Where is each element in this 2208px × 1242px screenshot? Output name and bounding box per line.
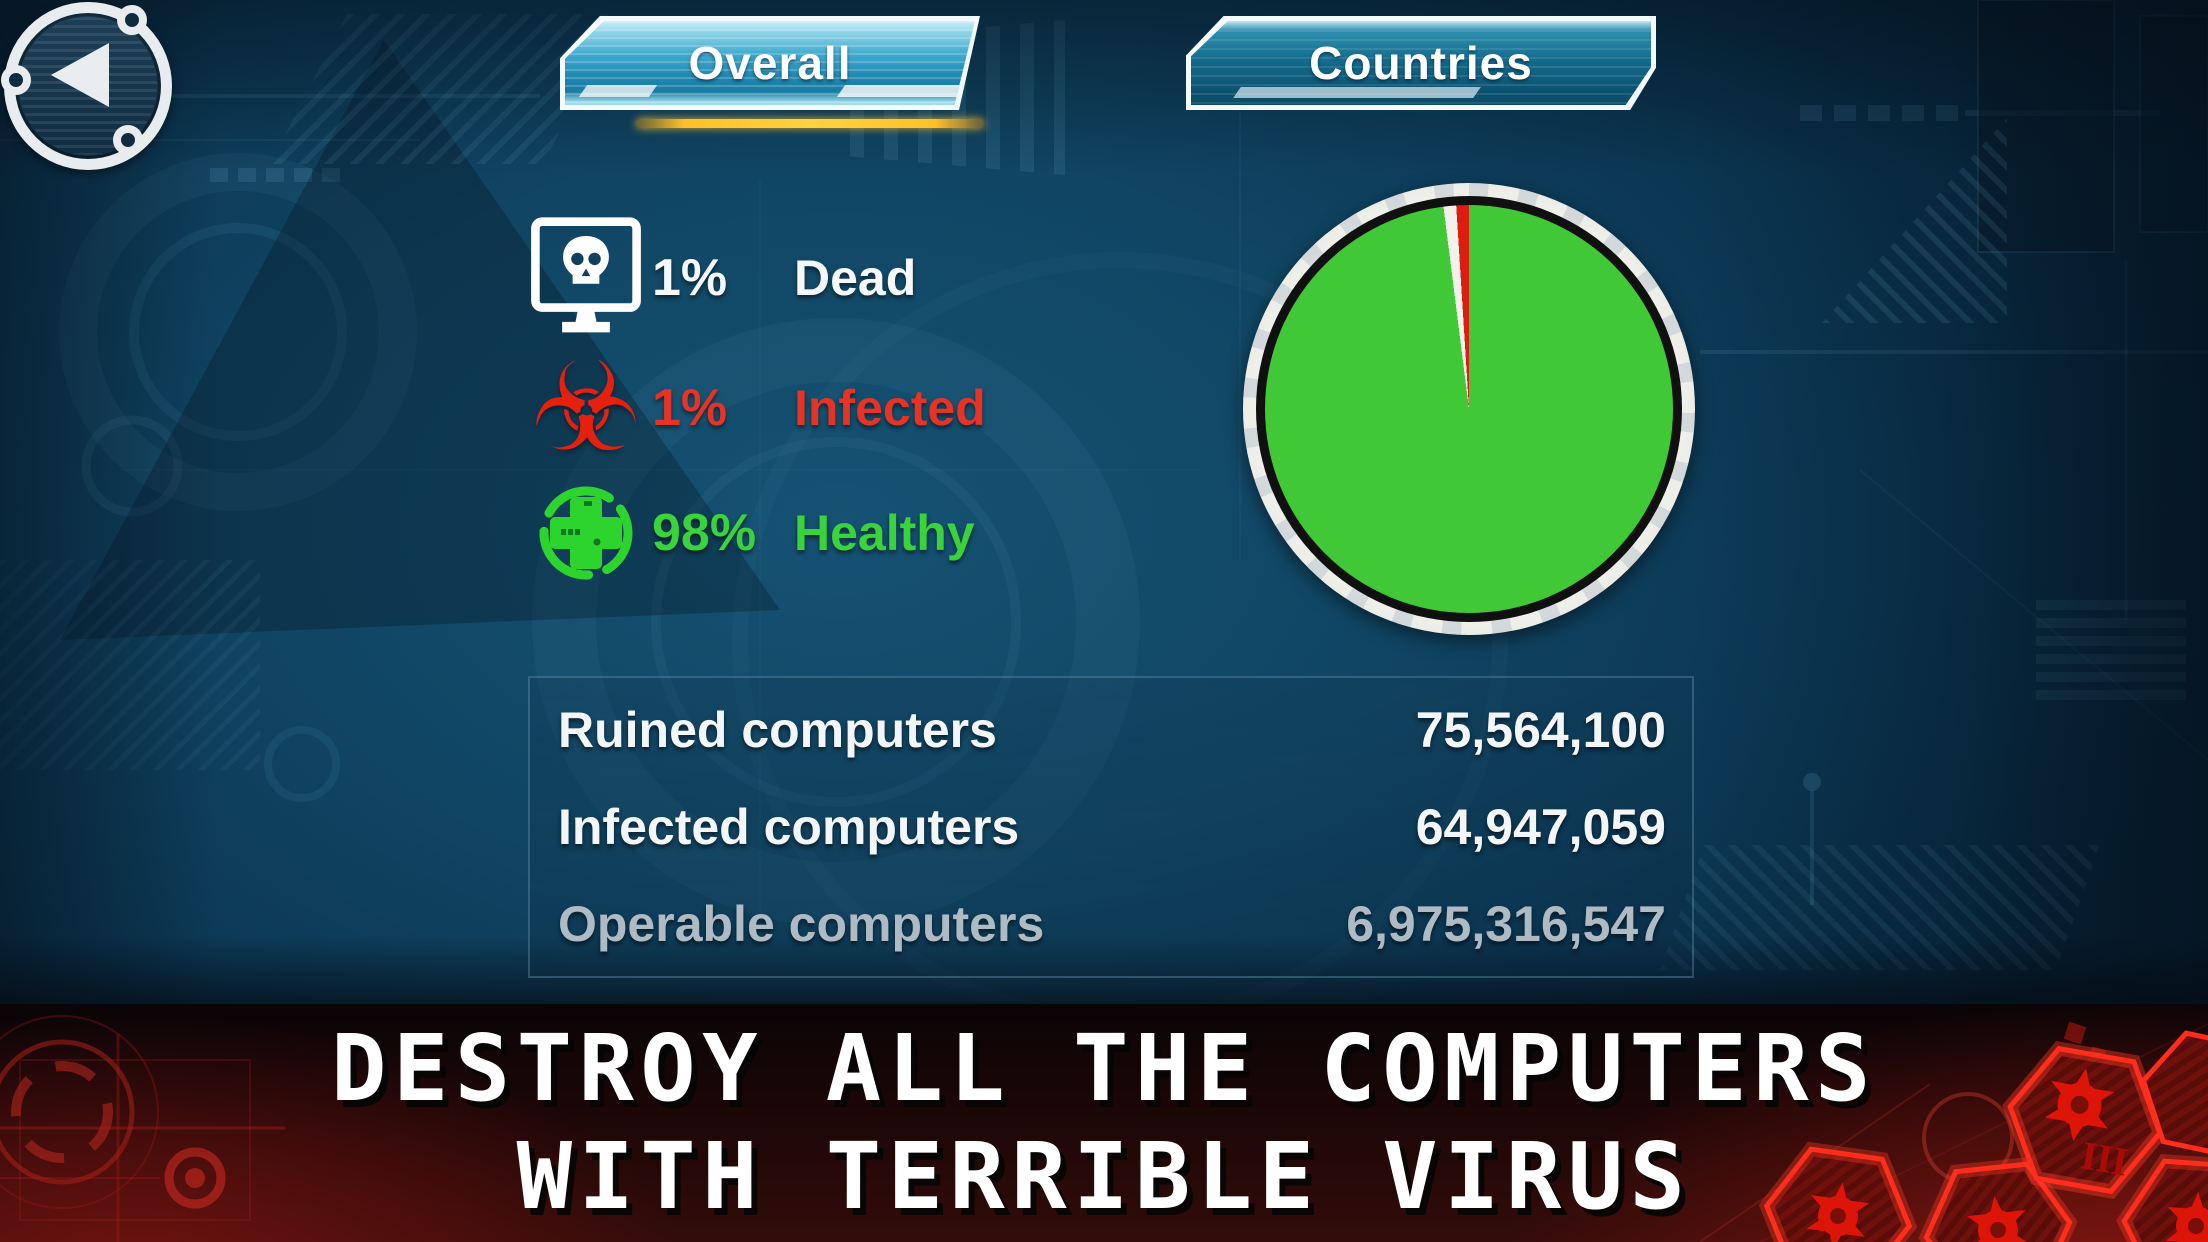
stat-value-dead: 1% (652, 249, 728, 307)
bolt-decor (113, 125, 143, 155)
row-value: 75,564,100 (1415, 702, 1666, 759)
stat-value-healthy: 98% (652, 504, 757, 562)
tab-fill: Countries (1191, 21, 1651, 105)
objective-line-1: DESTROY ALL THE COMPUTERS (331, 1015, 1877, 1122)
hatch-decor (0, 560, 260, 770)
back-arrow-icon (51, 43, 109, 107)
tab-countries-label: Countries (1309, 37, 1533, 89)
objective-banner: III DESTROY ALL THE COMPUTERS WITH TERRI… (0, 1004, 2208, 1242)
row-label: Infected computers (558, 798, 1020, 855)
stat-row-healthy: 98% Healthy (520, 472, 1160, 594)
tab-fill: Overall (565, 21, 975, 105)
computers-table: Ruined computers 75,564,100 Infected com… (528, 676, 1694, 978)
hatch-decor (1660, 845, 2100, 970)
table-row: Ruined computers 75,564,100 (558, 682, 1666, 778)
table-row: Infected computers 64,947,059 (558, 779, 1666, 875)
stat-label-dead: Dead (794, 250, 917, 306)
objective-line-2: WITH TERRIBLE VIRUS (516, 1123, 1692, 1230)
table-row: Operable computers 6,975,316,547 (558, 876, 1666, 972)
world-status-pie-chart (1243, 183, 1695, 635)
stat-row-dead: 1% Dead (520, 208, 1160, 348)
back-button[interactable] (1, 2, 172, 170)
hatch-decor (1822, 118, 2007, 323)
stat-label-healthy: Healthy (794, 505, 975, 561)
bolt-decor (1, 65, 31, 95)
pie-fill (1265, 205, 1673, 613)
row-label: Ruined computers (558, 702, 997, 759)
stat-label-infected: Infected (794, 379, 986, 436)
dead-computer-icon (520, 215, 652, 341)
row-value: 6,975,316,547 (1346, 895, 1666, 952)
tab-overall-label: Overall (688, 37, 852, 89)
bolt-decor (117, 5, 147, 35)
objective-text: DESTROY ALL THE COMPUTERS WITH TERRIBLE … (0, 1004, 2208, 1242)
biohazard-icon: ☣ (530, 335, 642, 480)
stat-value-infected: 1% (652, 378, 728, 437)
tab-overall[interactable]: Overall (560, 16, 980, 110)
tab-countries[interactable]: Countries (1186, 16, 1656, 110)
stat-row-infected: ☣ 1% Infected (520, 345, 1160, 470)
health-cross-icon (520, 481, 652, 585)
row-value: 64,947,059 (1415, 798, 1666, 855)
row-label: Operable computers (558, 895, 1045, 952)
active-tab-underline (636, 119, 984, 128)
background-shade (1690, 0, 2208, 1000)
